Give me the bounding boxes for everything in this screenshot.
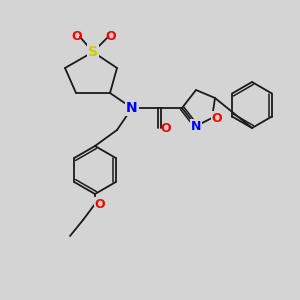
Text: N: N [191,119,201,133]
Text: O: O [212,112,222,124]
Text: O: O [95,197,105,211]
Text: O: O [72,29,82,43]
Text: S: S [88,45,98,59]
Text: O: O [161,122,171,134]
Text: O: O [106,29,116,43]
Text: N: N [126,101,138,115]
